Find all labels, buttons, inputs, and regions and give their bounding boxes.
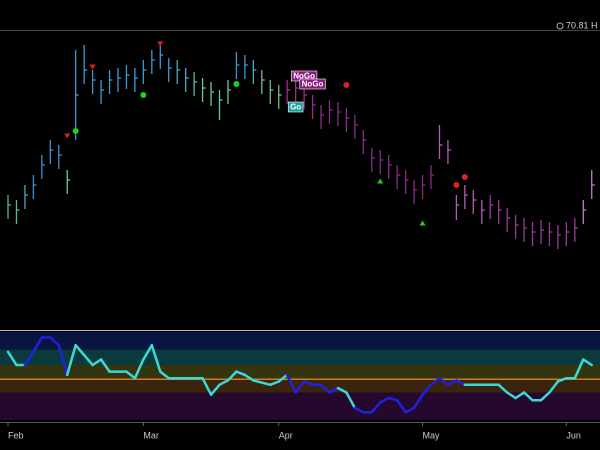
oscillator-segment <box>142 343 154 361</box>
oscillator-segment <box>404 406 416 414</box>
annotation-box <box>299 78 326 90</box>
oscillator-panel <box>0 332 600 420</box>
oscillator-segment <box>243 373 255 382</box>
last-price: 70.81 <box>566 20 589 30</box>
signal-dot <box>343 82 350 88</box>
oscillator-segment <box>319 383 331 394</box>
oscillator-segment <box>505 391 517 400</box>
oscillator-segment <box>32 336 44 354</box>
signal-up <box>419 220 426 226</box>
oscillator-segment <box>446 379 458 387</box>
oscillator-band <box>0 349 600 365</box>
oscillator-segment <box>6 350 18 367</box>
annotation-label: NoGo <box>293 72 315 81</box>
oscillator-segment <box>218 379 230 387</box>
high-price: H 7 <box>591 20 600 30</box>
x-tick-label: Feb <box>8 430 24 440</box>
readout-icon <box>556 22 564 30</box>
oscillator-segment <box>235 370 247 377</box>
oscillator-segment <box>345 391 357 410</box>
oscillator-segment <box>269 380 280 387</box>
oscillator-segment <box>125 370 137 380</box>
oscillator-segment <box>429 376 441 387</box>
x-tick-label: May <box>423 430 441 440</box>
signal-up <box>377 178 384 184</box>
oscillator-band <box>0 365 600 380</box>
oscillator-segment <box>150 343 162 373</box>
annotation-box <box>287 101 304 113</box>
oscillator-segment <box>49 336 61 347</box>
oscillator-segment <box>277 373 289 383</box>
oscillator-segment <box>23 350 35 367</box>
oscillator-segment <box>514 391 526 400</box>
oscillator-segment <box>370 401 382 414</box>
oscillator-segment <box>91 358 103 367</box>
oscillator-segment <box>57 343 69 377</box>
oscillator-segment <box>302 380 314 387</box>
oscillator-segment <box>82 353 94 367</box>
oscillator-segment <box>556 376 568 383</box>
oscillator-segment <box>209 383 221 396</box>
oscillator-segment <box>378 396 390 404</box>
signal-dot <box>140 92 147 98</box>
oscillator-segment <box>421 383 433 396</box>
oscillator-segment <box>201 376 213 396</box>
signal-dot <box>72 128 79 134</box>
signal-down <box>157 41 164 47</box>
oscillator-segment <box>159 370 170 380</box>
oscillator-band <box>0 392 600 420</box>
oscillator-segment <box>328 386 340 394</box>
signal-dot <box>233 81 240 87</box>
oscillator-segment <box>438 376 450 387</box>
x-tick-label: Apr <box>279 430 293 440</box>
oscillator-segment <box>65 343 77 377</box>
oscillator-segment <box>455 379 467 387</box>
oscillator-segment <box>294 380 306 394</box>
oscillator-segment <box>353 406 365 414</box>
oscillator-segment <box>285 373 297 394</box>
oscillator-segment <box>387 396 399 402</box>
oscillator-segment <box>74 343 86 357</box>
oscillator-segment <box>395 398 407 414</box>
oscillator-segment <box>336 386 348 394</box>
x-tick-label: Mar <box>143 430 159 440</box>
signal-dot <box>461 174 468 180</box>
signal-down <box>64 133 71 139</box>
oscillator-segment <box>252 379 264 384</box>
oscillator-segment <box>260 381 272 387</box>
oscillator-segment <box>582 358 593 367</box>
annotation-label: NoGo <box>302 80 324 89</box>
oscillator-segment <box>133 358 145 380</box>
oscillator-segment <box>226 370 238 382</box>
x-axis: Feb Mar Apr May Jun <box>7 422 581 440</box>
oscillator-segment <box>573 358 585 380</box>
oscillator-segment <box>539 391 551 402</box>
oscillator-segment <box>522 391 534 402</box>
oscillator-segment <box>548 380 560 394</box>
oscillator-band <box>0 332 600 350</box>
annotation-label: Go <box>290 103 301 112</box>
oscillator-segment <box>497 383 509 394</box>
oscillator-segment <box>99 358 111 373</box>
signal-down <box>89 64 96 70</box>
signal-dot <box>453 182 460 188</box>
oscillator-segment <box>412 393 424 410</box>
x-tick-label: Jun <box>566 430 581 440</box>
